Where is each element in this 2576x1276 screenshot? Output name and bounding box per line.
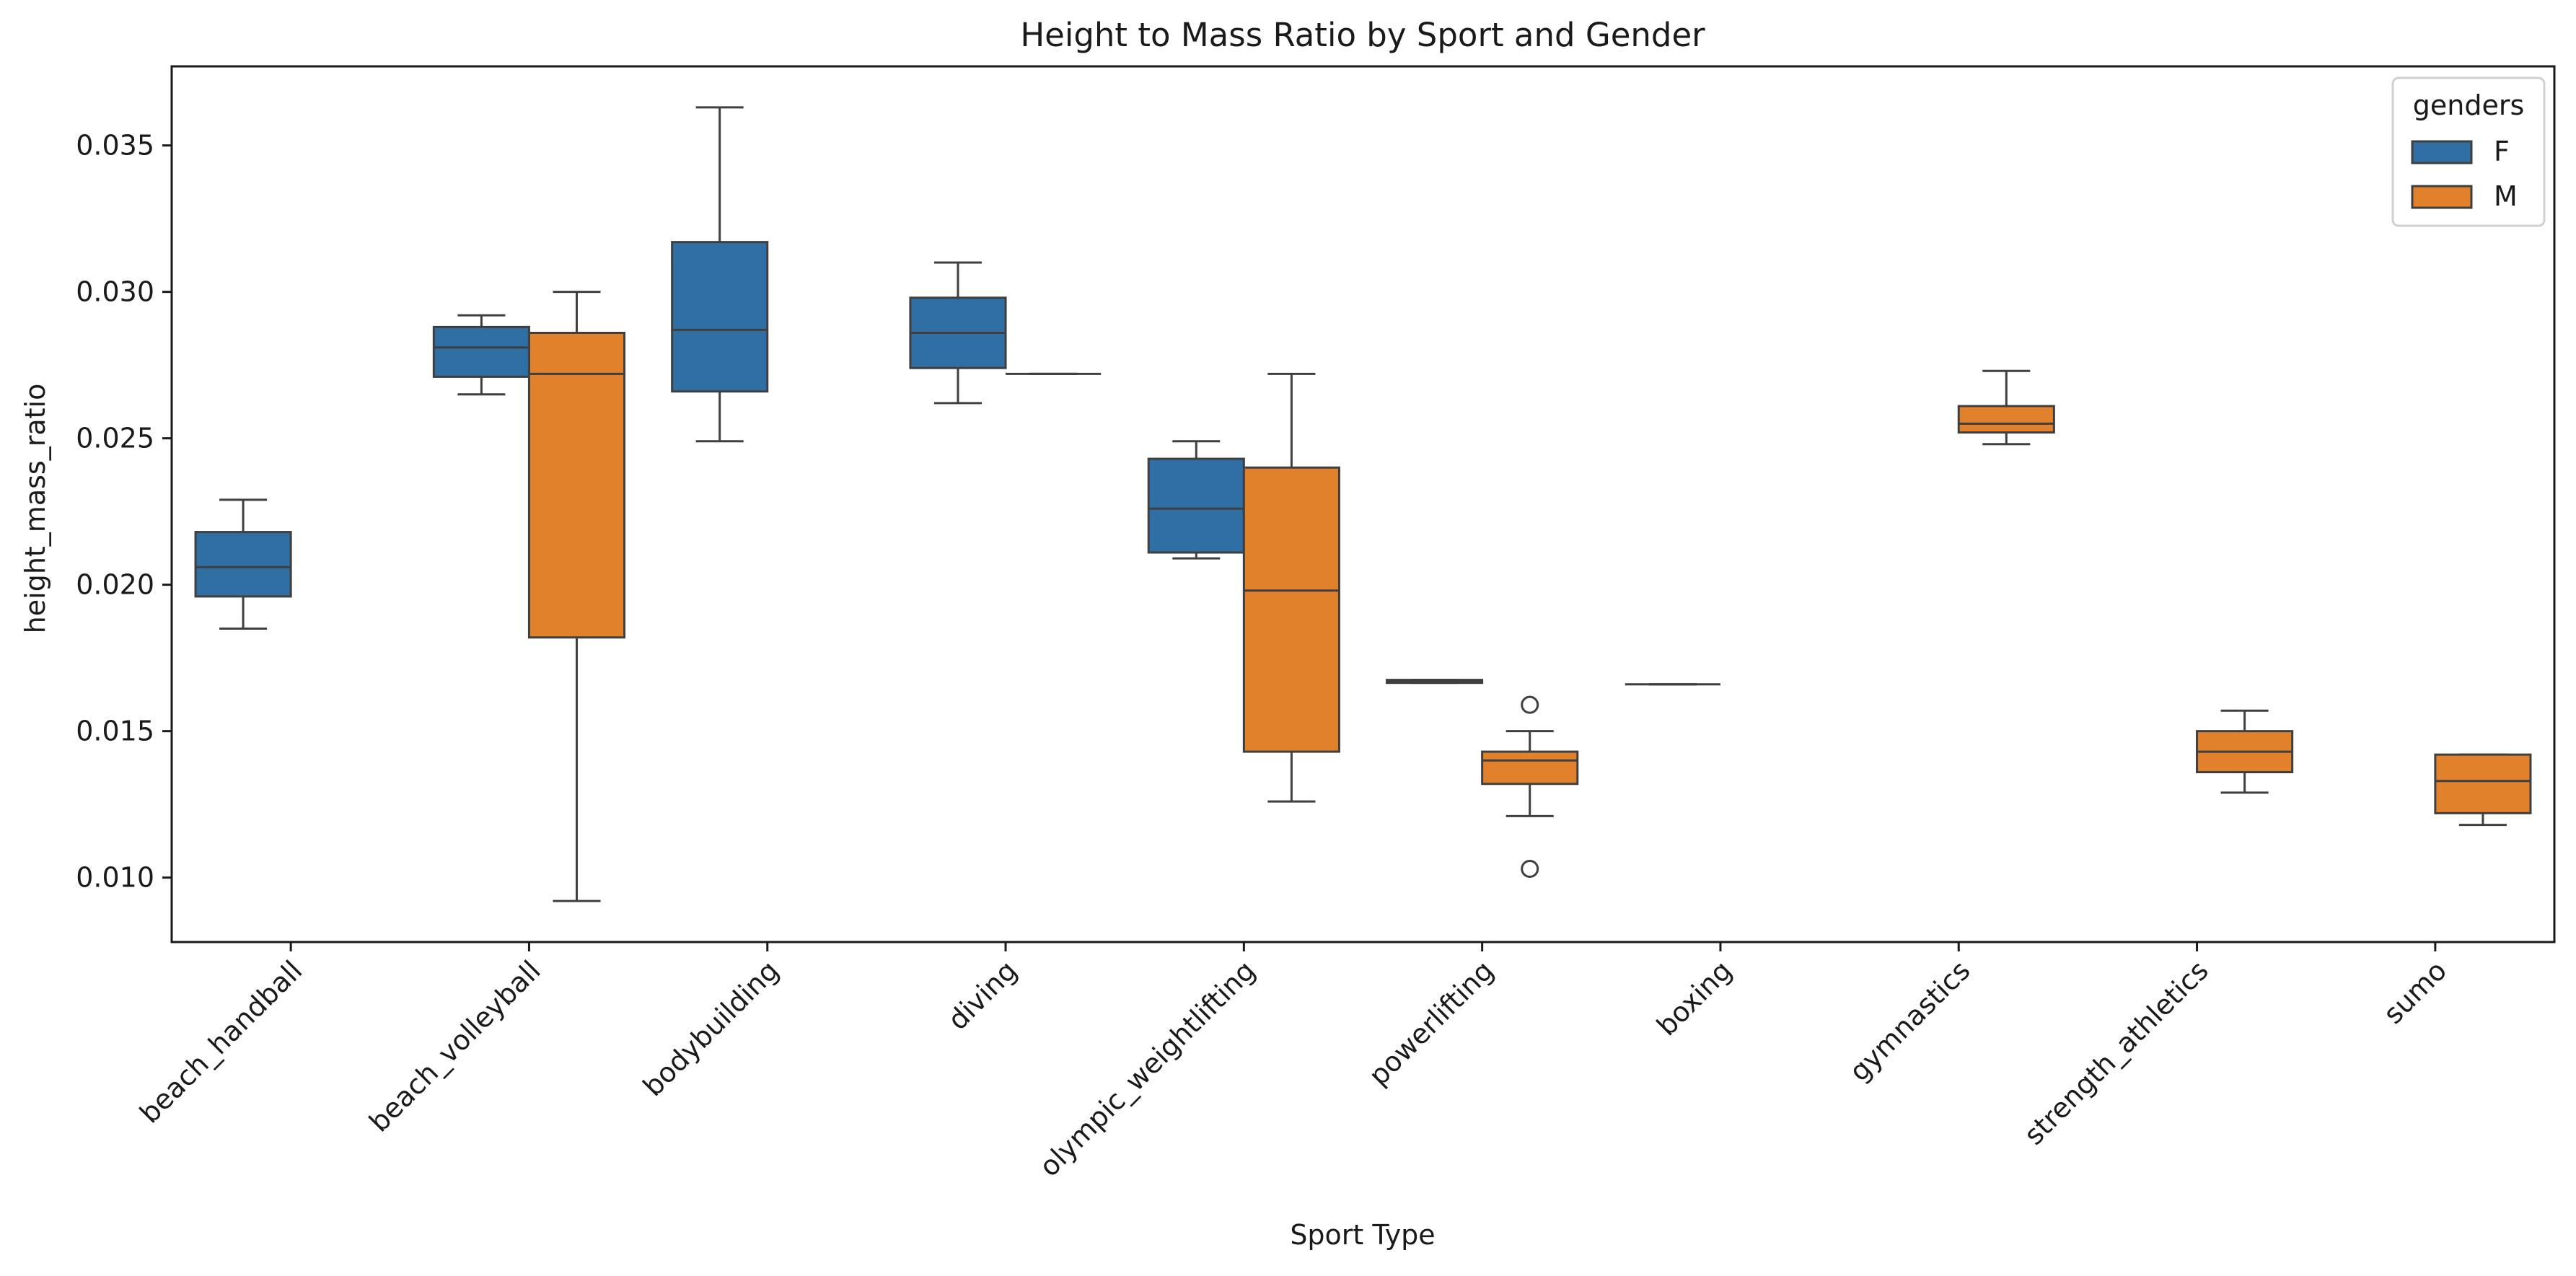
iqr-box [1242,466,1340,753]
y-tick-label: 0.010 [76,862,154,894]
y-axis-label: height_mass_ratio [19,384,51,634]
box-m-gymnastics [1957,369,2055,446]
box-f-bodybuilding [671,106,769,443]
box-f-diving [909,261,1007,405]
axes-frame [170,65,2556,943]
legend-swatch-f [2411,140,2473,164]
box-f-powerlifting [1386,679,1484,685]
box-m-sumo [2434,753,2532,827]
iqr-box [2434,753,2532,814]
y-tick-label: 0.035 [76,130,154,162]
legend-entry-f: F [2494,136,2510,167]
legend-title: genders [2413,89,2525,121]
chart-title: Height to Mass Ratio by Sport and Gender [1020,16,1705,54]
box-m-powerlifting [1481,695,1579,878]
box-f-olympic-weightlifting [1147,440,1245,560]
iqr-box [1481,750,1579,786]
iqr-box [432,325,530,378]
box-f-beach-handball [194,498,292,630]
legend: genders FM [2391,76,2546,227]
legend-swatch-m [2411,185,2473,209]
outlier-point [1521,695,1539,714]
box-m-olympic-weightlifting [1242,372,1340,803]
box-f-beach-volleyball [432,314,530,396]
box-m-strength-athletics [2196,709,2294,794]
iqr-box [527,331,626,639]
y-tick-label: 0.030 [76,276,154,308]
iqr-box [1147,457,1245,554]
legend-entry-m: M [2494,180,2518,212]
y-tick-label: 0.015 [76,716,154,747]
x-axis-label: Sport Type [1290,1219,1435,1251]
y-tick-label: 0.025 [76,423,154,454]
outlier-point [1521,859,1539,878]
iqr-box [194,531,292,598]
iqr-box [1957,405,2055,434]
box-m-beach-volleyball [527,291,626,902]
iqr-box [671,241,769,393]
y-tick-label: 0.020 [76,569,154,601]
